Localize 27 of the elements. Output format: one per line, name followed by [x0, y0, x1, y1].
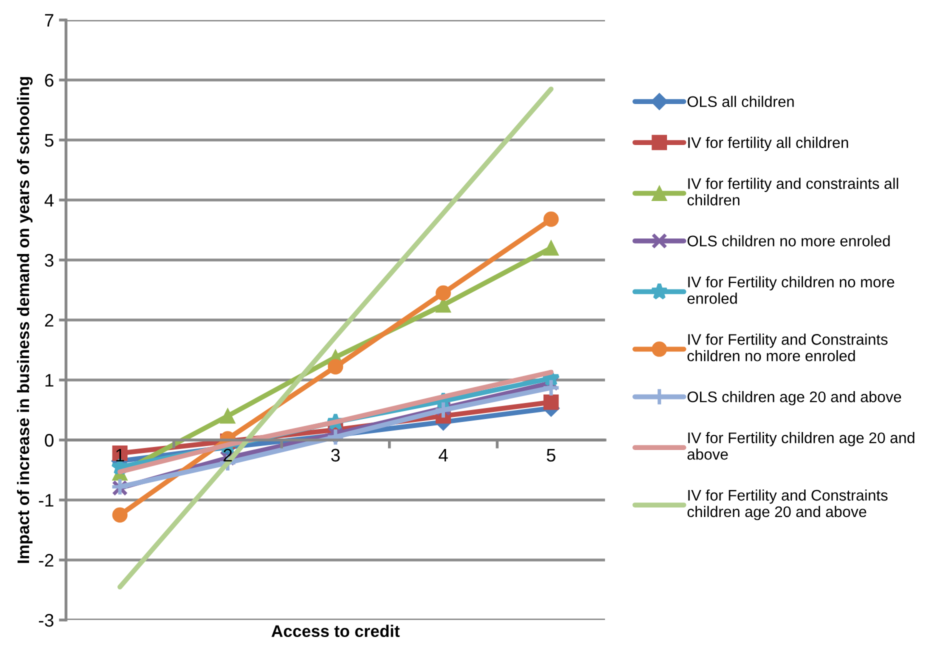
y-tick-label: 7: [45, 14, 54, 27]
y-tick-label: -1: [38, 494, 54, 507]
x-tick-label: 5: [546, 448, 556, 462]
legend-label: OLS children age 20 and above: [688, 391, 902, 406]
y-tick-label: 3: [44, 254, 54, 267]
y-tick-label: -3: [38, 614, 54, 627]
y-tick-label: 0: [44, 434, 54, 447]
legend-label: IV for Fertility children no more enroled: [688, 276, 894, 304]
y-tick-label: 2: [45, 314, 54, 327]
x-tick-label: 4: [438, 448, 448, 462]
legend-label: IV for fertility and constraints all children: [688, 178, 898, 206]
legend-label: IV for fertility all children: [688, 136, 848, 152]
x-axis-title: Access to credit: [272, 624, 400, 638]
y-axis-title: Impact of increase in business demand on years of schooling: [16, 77, 33, 563]
legend-label: IV for Fertility and Constraints children no more enroled: [688, 334, 888, 362]
y-tick-label: 5: [44, 134, 54, 147]
y-tick-label: -2: [38, 554, 54, 567]
y-tick-label: 6: [45, 74, 54, 87]
legend-label: OLS children no more enroled: [688, 235, 890, 246]
x-tick-label: 1: [116, 448, 124, 462]
y-tick-label: 1: [46, 374, 54, 387]
x-tick-label: 3: [331, 448, 340, 462]
legend-label: OLS all children: [688, 96, 794, 108]
x-tick-label: 2: [224, 448, 232, 462]
legend-label: IV for Fertility and Constraints children age 20 and above: [688, 489, 888, 520]
legend-label: IV for Fertility children age 20 and above: [688, 432, 914, 460]
y-tick-label: 4: [44, 194, 54, 207]
